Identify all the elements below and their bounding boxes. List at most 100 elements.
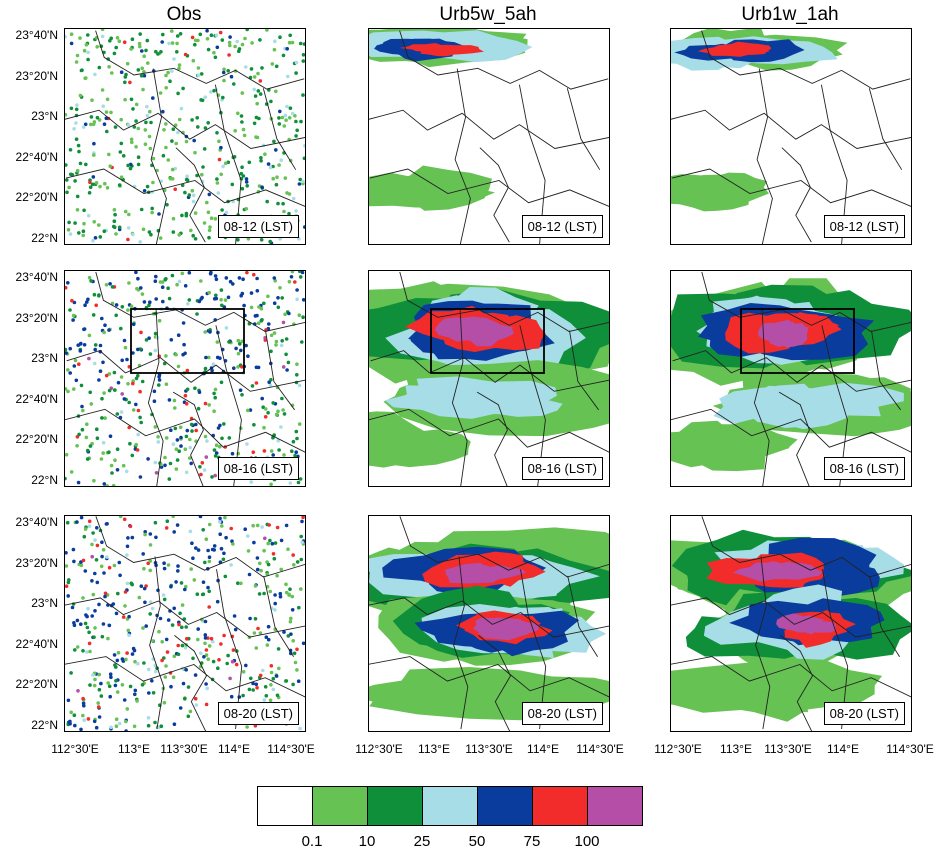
station-point bbox=[294, 429, 299, 434]
station-point bbox=[295, 128, 299, 133]
admin-boundary-line bbox=[65, 597, 305, 638]
station-point bbox=[134, 402, 138, 407]
station-point bbox=[148, 568, 152, 573]
station-point bbox=[240, 339, 244, 344]
station-point bbox=[164, 526, 169, 530]
admin-boundary-line bbox=[265, 330, 295, 411]
station-point bbox=[162, 566, 167, 571]
admin-boundary-line bbox=[369, 168, 609, 207]
station-point bbox=[206, 47, 211, 52]
station-point bbox=[104, 522, 109, 526]
station-point bbox=[282, 453, 286, 457]
station-point bbox=[272, 556, 277, 561]
station-point bbox=[164, 382, 169, 386]
station-point bbox=[170, 623, 175, 627]
time-label: 08-12 (LST) bbox=[521, 215, 603, 238]
station-point bbox=[105, 97, 110, 102]
station-point bbox=[111, 483, 116, 486]
station-point bbox=[65, 452, 69, 457]
station-point bbox=[89, 122, 93, 127]
station-point bbox=[131, 646, 136, 651]
admin-boundary-line bbox=[214, 84, 242, 244]
y-tick-label: 23°N bbox=[31, 596, 58, 610]
station-point bbox=[175, 523, 180, 527]
station-point bbox=[148, 352, 153, 356]
station-point bbox=[139, 420, 143, 425]
station-point bbox=[162, 700, 167, 705]
station-point bbox=[98, 369, 103, 373]
station-point bbox=[80, 427, 85, 432]
station-point bbox=[143, 530, 147, 534]
station-point bbox=[157, 318, 162, 323]
station-point bbox=[124, 469, 129, 474]
station-point bbox=[218, 516, 222, 521]
station-point bbox=[100, 29, 105, 32]
station-point bbox=[68, 232, 73, 236]
station-point bbox=[132, 125, 137, 129]
admin-boundary-line bbox=[454, 68, 471, 244]
station-point bbox=[139, 330, 143, 335]
time-label: 08-16 (LST) bbox=[521, 457, 603, 480]
station-point bbox=[107, 450, 111, 454]
station-point bbox=[291, 553, 295, 557]
station-point bbox=[68, 148, 73, 152]
station-point bbox=[147, 691, 151, 695]
station-point bbox=[294, 209, 298, 213]
station-point bbox=[153, 425, 158, 429]
station-point bbox=[240, 186, 245, 191]
station-point bbox=[188, 445, 192, 450]
station-point bbox=[296, 480, 301, 485]
admin-boundary-line bbox=[868, 88, 903, 170]
station-point bbox=[204, 682, 208, 686]
station-point bbox=[260, 66, 264, 70]
station-point bbox=[93, 538, 97, 542]
station-point bbox=[146, 667, 151, 672]
admin-boundary-line bbox=[65, 656, 305, 698]
study-region-box bbox=[130, 308, 245, 374]
study-region-box bbox=[740, 308, 855, 374]
station-point bbox=[122, 517, 127, 522]
station-point bbox=[229, 694, 234, 699]
station-point bbox=[123, 80, 127, 85]
station-point bbox=[200, 592, 205, 597]
station-point bbox=[179, 581, 184, 585]
station-point bbox=[69, 32, 74, 36]
station-point bbox=[298, 275, 303, 279]
station-point bbox=[85, 457, 90, 461]
station-point bbox=[295, 560, 300, 564]
station-point bbox=[207, 644, 212, 648]
station-point bbox=[165, 519, 170, 523]
station-point bbox=[263, 685, 268, 689]
station-point bbox=[259, 156, 263, 160]
station-point bbox=[107, 372, 112, 376]
station-point bbox=[300, 340, 304, 344]
station-point bbox=[251, 523, 255, 528]
station-point bbox=[145, 184, 150, 189]
admin-boundary-line bbox=[569, 330, 599, 411]
station-point bbox=[230, 539, 234, 543]
station-point bbox=[258, 673, 263, 678]
station-point bbox=[183, 284, 188, 288]
station-point bbox=[66, 368, 70, 372]
station-point bbox=[239, 293, 243, 298]
station-point bbox=[194, 428, 198, 433]
station-point bbox=[244, 343, 248, 348]
station-point bbox=[174, 352, 178, 357]
station-point bbox=[213, 473, 217, 478]
station-point bbox=[103, 594, 107, 599]
station-point bbox=[266, 624, 271, 629]
station-point bbox=[287, 279, 292, 284]
precip-contour bbox=[453, 320, 514, 347]
station-point bbox=[290, 111, 295, 116]
station-point bbox=[109, 463, 114, 468]
station-point bbox=[207, 555, 212, 559]
station-point bbox=[185, 637, 189, 641]
station-point bbox=[89, 115, 94, 119]
station-point bbox=[94, 558, 99, 562]
station-point bbox=[261, 668, 265, 673]
station-point bbox=[66, 281, 70, 285]
station-point bbox=[240, 91, 245, 95]
admin-boundary-line bbox=[518, 84, 546, 244]
station-point bbox=[176, 569, 180, 573]
station-point bbox=[123, 345, 128, 350]
